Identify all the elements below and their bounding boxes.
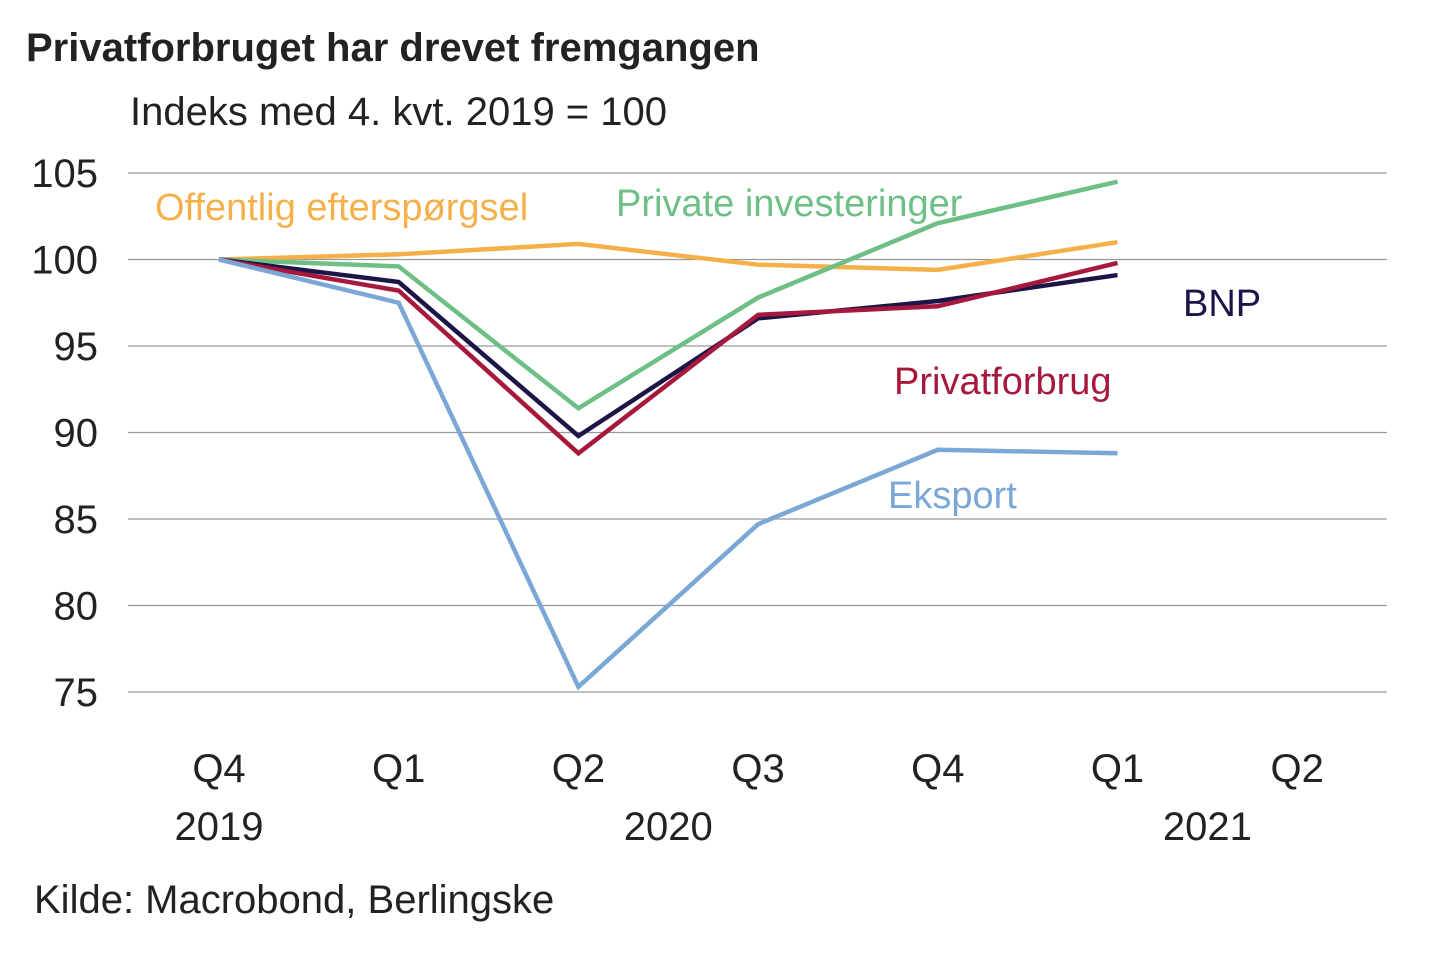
x-year-label: 2021	[1163, 805, 1252, 849]
series-label: Eksport	[888, 475, 1017, 517]
x-tick-label: Q2	[1271, 747, 1324, 791]
series-label: Offentlig efterspørgsel	[155, 187, 528, 229]
y-tick-label: 80	[54, 585, 99, 629]
series-label: BNP	[1183, 283, 1261, 325]
x-tick-label: Q3	[731, 747, 784, 791]
series-line	[218, 239, 1118, 273]
x-tick-label: Q1	[372, 747, 425, 791]
y-tick-label: 95	[54, 325, 99, 369]
y-tick-label: 75	[54, 671, 99, 715]
series-line	[218, 257, 1118, 439]
y-tick-label: 100	[31, 239, 98, 283]
x-tick-label: Q1	[1091, 747, 1144, 791]
series-line	[218, 257, 1118, 691]
x-tick-label: Q2	[552, 747, 605, 791]
y-tick-label: 90	[54, 412, 99, 456]
x-year-label: 2020	[624, 805, 713, 849]
series-line	[218, 257, 1119, 457]
x-tick-label: Q4	[192, 747, 245, 791]
x-tick-label: Q4	[911, 747, 964, 791]
y-tick-label: 105	[31, 152, 98, 196]
series-label: Privatforbrug	[894, 361, 1112, 403]
source-note: Kilde: Macrobond, Berlingske	[34, 878, 555, 922]
series-line	[218, 179, 1119, 412]
y-tick-label: 85	[54, 498, 99, 542]
chart-subtitle: Indeks med 4. kvt. 2019 = 100	[130, 90, 668, 134]
series-label: Private investeringer	[616, 183, 963, 225]
chart-title: Privatforbruget har drevet fremgangen	[26, 26, 760, 70]
x-year-label: 2019	[175, 805, 264, 849]
